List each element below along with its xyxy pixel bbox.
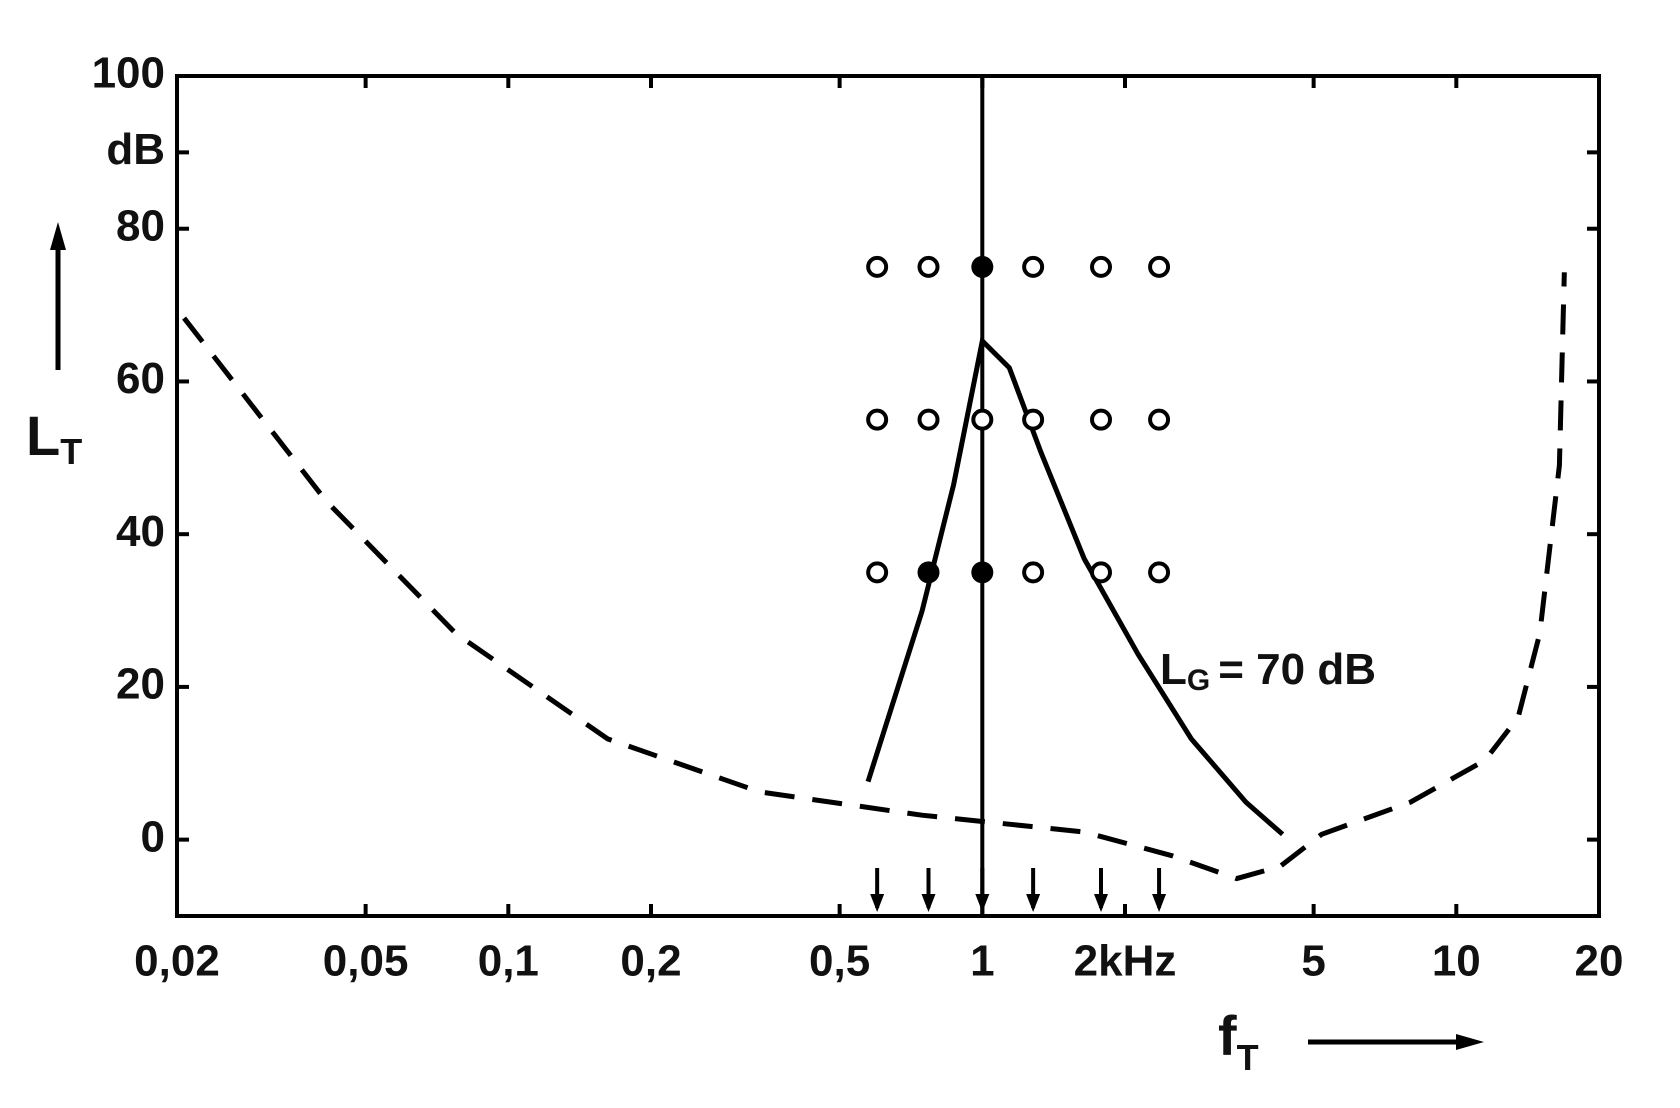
probe-arrowhead (975, 894, 990, 912)
open-point (866, 408, 889, 431)
open-point (1090, 408, 1113, 431)
probe-arrowhead (870, 894, 885, 912)
probe-arrowhead (1026, 894, 1041, 912)
x-tick-label: 0,5 (809, 937, 870, 986)
filled-point (971, 561, 994, 584)
probe-arrowhead (921, 894, 936, 912)
x-tick-label: 0,02 (134, 937, 220, 986)
x-tick-label: 1 (970, 937, 994, 986)
series-line (865, 335, 1285, 837)
y-tick-label: 20 (116, 660, 165, 709)
open-point (1022, 408, 1045, 431)
plot-frame (175, 74, 1601, 918)
y-tick-label: 80 (116, 201, 165, 250)
open-point (1022, 255, 1045, 278)
series-line (182, 272, 1567, 882)
open-point (971, 408, 994, 431)
open-point (866, 561, 889, 584)
probe-arrowhead (1094, 894, 1109, 912)
y-tick-label: 40 (116, 507, 165, 556)
y-tick-label: dB (106, 125, 165, 174)
y-tick-label: 60 (116, 354, 165, 403)
x-tick-label: 0,1 (478, 937, 539, 986)
open-point (917, 255, 940, 278)
filled-point (971, 255, 994, 278)
open-point (1022, 561, 1045, 584)
y-axis-label: LT (26, 404, 82, 472)
open-point (1090, 561, 1113, 584)
open-point (1148, 561, 1171, 584)
x-tick-label: 2kHz (1074, 937, 1177, 986)
x-axis-label: fT (1218, 1004, 1259, 1078)
open-point (917, 408, 940, 431)
x-arrowhead (1456, 1034, 1484, 1050)
x-tick-label: 0,2 (620, 937, 681, 986)
x-tick-label: 10 (1432, 937, 1481, 986)
open-point (866, 255, 889, 278)
probe-arrowhead (1152, 894, 1167, 912)
annotation: LG = 70 dB (1160, 645, 1376, 697)
open-point (1090, 255, 1113, 278)
y-tick-label: 0 (141, 812, 165, 861)
open-point (1148, 255, 1171, 278)
x-tick-label: 5 (1301, 937, 1325, 986)
x-tick-label: 0,05 (323, 937, 409, 986)
filled-point (917, 561, 940, 584)
y-arrowhead (50, 222, 66, 250)
open-point (1148, 408, 1171, 431)
x-tick-label: 20 (1575, 937, 1624, 986)
y-tick-label: 100 (92, 49, 165, 98)
